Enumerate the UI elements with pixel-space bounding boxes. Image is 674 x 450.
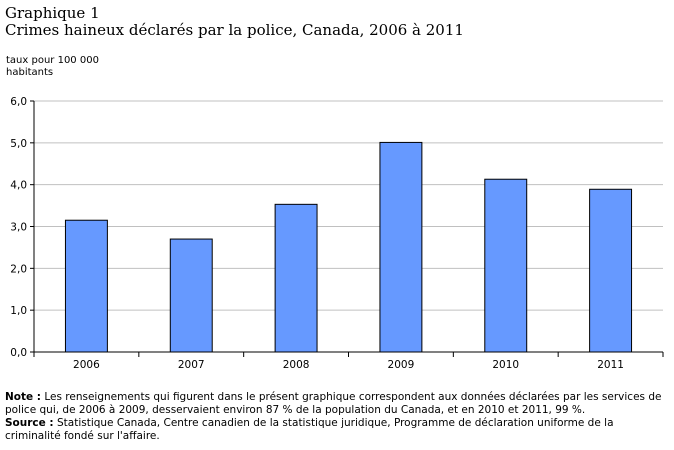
source-text: Statistique Canada, Centre canadien de l… bbox=[5, 417, 614, 442]
note-label: Note : bbox=[5, 391, 41, 403]
bar bbox=[484, 178, 528, 353]
y-tick-label: 1,0 bbox=[10, 305, 27, 317]
chart-number: Graphique 1 bbox=[5, 4, 100, 22]
chart-title: Graphique 1 Crimes haineux déclarés par … bbox=[5, 5, 464, 39]
note-paragraph: Note : Les renseignements qui figurent d… bbox=[5, 391, 665, 417]
bar-chart: 0,0 1,0 2,0 3,0 4,0 5,0 6,0 2006 2007 2008 2009 201… bbox=[10, 96, 664, 371]
y-tick-label: 6,0 bbox=[10, 96, 27, 108]
y-axis-label: taux pour 100 000 habitants bbox=[6, 55, 126, 79]
bar bbox=[589, 188, 633, 353]
y-axis-label-line1: taux pour 100 000 bbox=[6, 55, 99, 66]
y-tick-label: 5,0 bbox=[10, 138, 27, 150]
x-tick-label: 2006 bbox=[73, 359, 100, 371]
y-tick-label: 3,0 bbox=[10, 222, 27, 234]
x-tick-label: 2008 bbox=[283, 359, 310, 371]
bar bbox=[274, 203, 318, 353]
source-paragraph: Source : Statistique Canada, Centre cana… bbox=[5, 417, 665, 443]
source-label: Source : bbox=[5, 417, 54, 429]
bar bbox=[64, 219, 108, 353]
y-tick-label: 0,0 bbox=[10, 347, 27, 359]
y-axis-label-line2: habitants bbox=[6, 67, 54, 78]
chart-heading: Crimes haineux déclarés par la police, C… bbox=[5, 21, 464, 39]
x-tick-label: 2009 bbox=[388, 359, 415, 371]
note-text: Les renseignements qui figurent dans le … bbox=[5, 391, 662, 416]
x-tick-label: 2011 bbox=[597, 359, 624, 371]
chart-notes: Note : Les renseignements qui figurent d… bbox=[5, 391, 665, 443]
x-tick-label: 2007 bbox=[178, 359, 205, 371]
y-tick-label: 4,0 bbox=[10, 180, 27, 192]
bar bbox=[169, 238, 213, 353]
x-tick-label: 2010 bbox=[492, 359, 519, 371]
y-tick-label: 2,0 bbox=[10, 263, 27, 275]
bar bbox=[379, 141, 423, 353]
